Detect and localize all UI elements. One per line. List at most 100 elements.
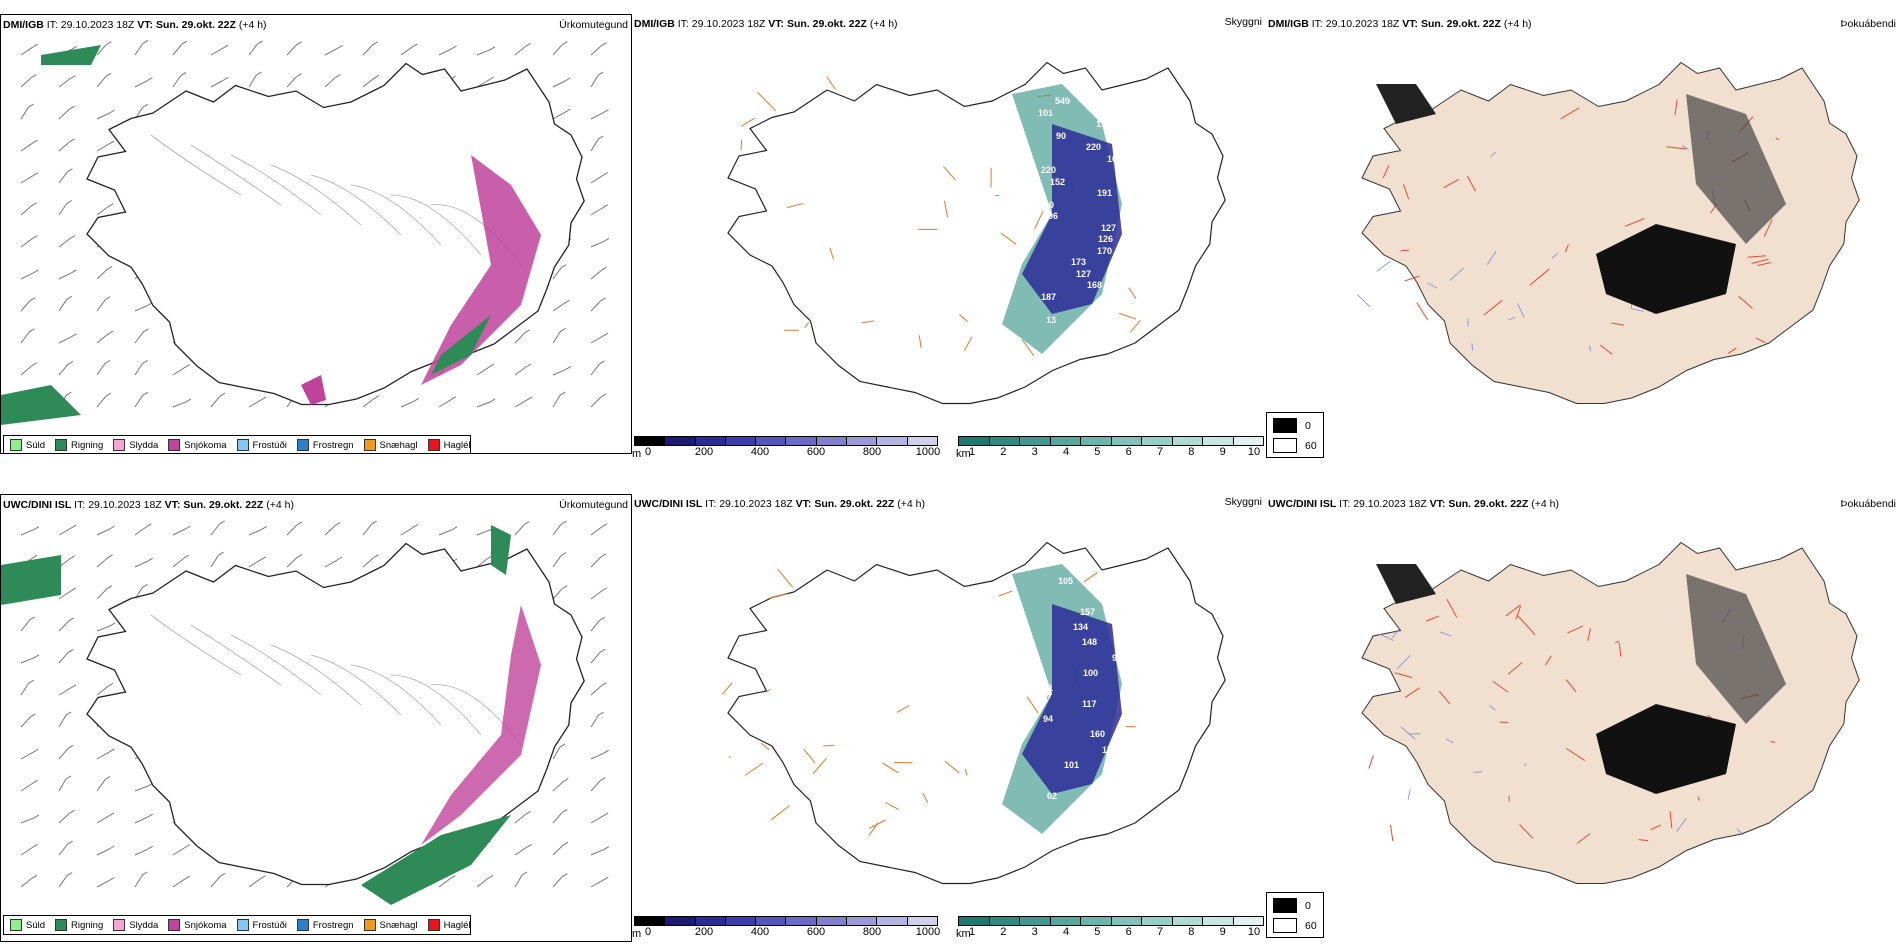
colorbar-segment [1050,917,1081,925]
road-line [1128,287,1137,299]
wind-barb [20,103,34,120]
fog-legend-label: 60 [1305,439,1317,452]
wind-barb [210,76,229,88]
road-line [766,688,771,693]
colorbar-tick-label: 1000 [915,926,941,938]
legend-swatch [113,439,126,451]
road-line [310,654,402,716]
colorbar-tick-label: 10 [1247,446,1261,458]
colorbar-tick-label: 3 [1031,926,1038,938]
wind-barb [96,360,111,376]
fog-panel-bottom: UWC/DINI ISL IT: 29.10.2023 18Z VT: Sun.… [1266,494,1900,944]
wind-barb [20,43,38,56]
legend-swatch [427,439,440,451]
fog-legend-label: 0 [1305,899,1311,912]
precip-panel-bottom: UWC/DINI ISL IT: 29.10.2023 18Z VT: Sun.… [0,494,632,942]
road-line [390,194,482,256]
wind-barb [476,398,496,408]
iceland-land [1361,541,1860,884]
legend-item: Haglél [427,439,471,451]
iceland-coastline [727,61,1226,405]
wind-barb [362,41,378,56]
legend-swatch [168,919,181,931]
colorbar-tick-label: 10 [1247,926,1261,938]
road-line [1560,107,1580,120]
colorbar-segment [907,437,937,445]
visibility-value-label: 220 [1041,165,1056,175]
colorbar-segment [1203,437,1234,445]
colorbar-segment [847,437,878,445]
rain-area [431,315,491,375]
road-line [1576,833,1591,844]
road-line [1047,694,1049,700]
wind-barb [514,363,532,376]
legend-label: Haglél [443,439,471,451]
wind-barb [590,360,605,376]
wind-barb [134,77,153,88]
visibility-value-label: 127 [1101,223,1116,233]
colorbar-segment [1233,917,1263,925]
river-line [1736,828,1744,836]
wind-barb [20,362,37,376]
legend-swatch [55,439,68,451]
fog-legend-swatch [1273,418,1297,433]
legend-item: Snæhagl [363,919,418,931]
wind-barb [552,743,566,760]
wind-barb [476,46,496,56]
wind-barb [134,301,154,312]
road-line [1650,824,1661,831]
visibility-area-m [1022,604,1122,794]
wind-barb [248,556,267,568]
visibility-map: 105 15 157 134 148 96 100 111 117 94 160 178 101 20 02 [721,541,1226,885]
wind-barb [20,814,40,824]
panel-title: UWC/DINI ISL IT: 29.10.2023 18Z VT: Sun.… [1268,498,1559,510]
road-line [804,322,810,329]
colorbar-tick-label: 800 [862,926,882,938]
legend-item: Rigning [55,439,103,451]
colorbar-ticks: 1 2 3 4 5 6 7 8 9 10 [958,446,1264,460]
road-line [744,762,764,776]
river-line [1631,308,1644,312]
wind-barb [96,525,115,536]
colorbar-segment [665,437,696,445]
wind-barb [438,875,456,888]
wind-barb [134,328,149,344]
colorbar-segment [665,917,696,925]
wind-barb [20,679,34,696]
road-line [1466,175,1476,192]
road-line [1382,165,1390,179]
colorbar-unit: km [956,448,971,460]
wind-barb [248,396,267,408]
wind-barb [362,554,379,568]
road-line [1443,178,1460,189]
colorbar-segment [877,917,908,925]
legend-swatch [168,439,181,451]
colorbar-tick-label: 1 [968,446,976,458]
road-line [230,634,322,696]
river-line [1427,282,1438,289]
wind-barb [58,295,72,312]
colorbar-strip [634,916,938,926]
wind-barb [172,875,190,888]
legend-label: Slydda [129,439,159,451]
road-line [1404,687,1420,698]
road-line [922,792,929,804]
wind-barb [590,332,609,344]
wind-barb [96,109,115,120]
road-line [1638,839,1649,842]
road-line [896,705,910,713]
colorbar-strip [958,436,1264,446]
colorbar-segment [725,437,757,445]
colorbar-segment [756,917,787,925]
wind-barb [590,42,607,56]
wind-barb [552,108,571,120]
colorbar-segment [1203,917,1234,925]
wind-barb [96,554,113,568]
road-line [1394,672,1413,679]
road-line [390,674,482,736]
legend-item: Frostregn [296,439,354,451]
road-line [1507,662,1523,675]
wind-barb [96,72,112,88]
wind-barb [590,777,606,792]
road-line [1426,615,1439,622]
